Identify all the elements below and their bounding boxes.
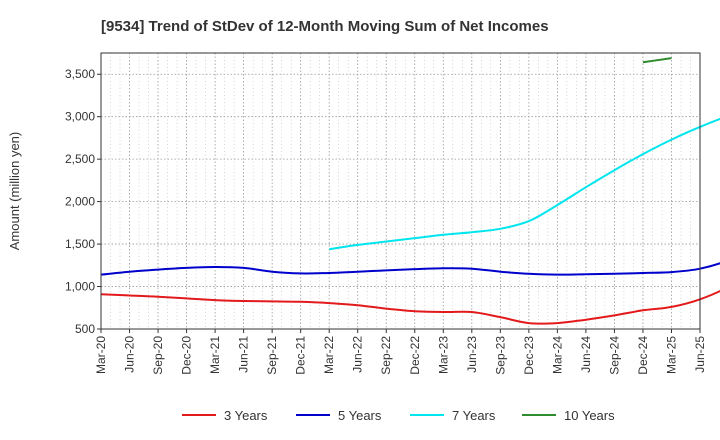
x-tick-label: Dec-23 [522,336,536,375]
y-tick-label: 1,000 [65,280,95,294]
x-tick-label: Jun-24 [579,336,593,373]
gridlines [101,53,700,329]
legend: 3 Years 5 Years 7 Years 10 Years [182,408,615,423]
x-tick-label: Sep-22 [379,336,393,375]
x-tick-label: Jun-23 [465,336,479,373]
y-tick-label: 2,500 [65,152,95,166]
x-tick-label: Mar-25 [664,336,678,374]
legend-label: 7 Years [452,408,496,423]
x-tick-label: Mar-20 [94,336,108,374]
legend-label: 5 Years [338,408,382,423]
series-layer [100,57,720,325]
x-tick-label: Mar-21 [208,336,222,374]
x-tick-label: Jun-20 [123,336,137,373]
y-tick-label: 500 [75,322,95,336]
x-tick-label: Jun-22 [351,336,365,373]
series-line-5-years [100,262,720,276]
x-tick-label: Dec-20 [180,336,194,375]
x-tick-label: Sep-24 [607,336,621,375]
y-tick-label: 3,000 [65,110,95,124]
y-tick-label: 3,500 [65,67,95,81]
x-tick-label: Dec-24 [636,336,650,375]
x-tick-label: Mar-23 [436,336,450,374]
x-tick-label: Dec-22 [408,336,422,375]
x-tick-label: Mar-24 [550,336,564,374]
plot-border [100,52,701,330]
chart-title: [9534] Trend of StDev of 12-Month Moving… [101,18,549,35]
series-line-7-years [329,117,720,251]
x-tick-label: Sep-20 [151,336,165,375]
legend-label: 3 Years [224,408,268,423]
x-tick-label: Jun-25 [693,336,707,373]
y-tick-label: 2,000 [65,195,95,209]
x-tick-label: Mar-22 [322,336,336,374]
plot-area [101,53,700,329]
x-tick-label: Sep-21 [265,336,279,375]
y-tick-label: 1,500 [65,237,95,251]
y-axis-label: Amount (million yen) [7,132,22,251]
series-line-10-years [642,57,672,64]
series-line-3-years [100,289,720,325]
legend-label: 10 Years [564,408,615,423]
x-axis: Mar-20 Jun-20 Sep-20 Dec-20 Mar-21 Jun-21 Sep-… [94,329,707,375]
y-axis: 500 1,000 1,500 2,000 2,500 3,000 3,500 [65,67,101,336]
x-tick-label: Sep-23 [493,336,507,375]
x-tick-label: Jun-21 [237,336,251,373]
x-tick-label: Dec-21 [294,336,308,375]
